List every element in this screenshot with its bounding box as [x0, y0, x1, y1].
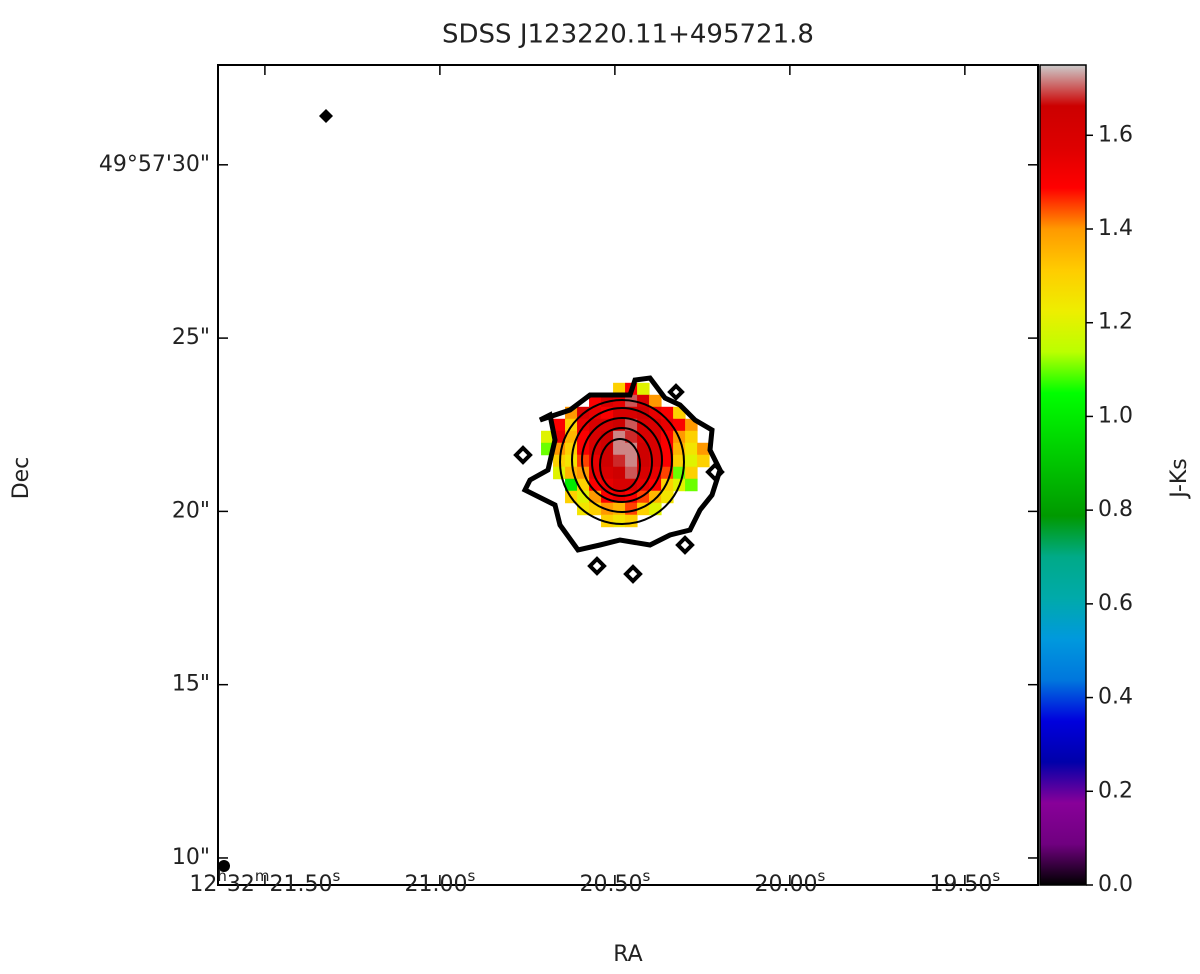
pixel: [661, 454, 674, 468]
colorbar-tick-label: 0.6: [1098, 591, 1133, 616]
pixel: [613, 466, 626, 480]
colorbar-tick-label: 0.0: [1098, 872, 1133, 897]
pixel: [637, 382, 650, 396]
pixel: [625, 514, 638, 528]
colorbar: [1039, 64, 1087, 886]
pixel: [613, 514, 626, 528]
contour: [559, 399, 685, 525]
y-tick-label: 20": [172, 498, 210, 523]
pixel: [601, 442, 614, 456]
contour: [705, 462, 725, 482]
pixel: [685, 454, 698, 468]
contour: [521, 375, 723, 553]
x-tick-label: 12h32m21.50s: [189, 867, 340, 898]
colorbar-tick-label: 1.6: [1098, 122, 1133, 147]
y-tick-label: 15": [172, 672, 210, 697]
x-tick-label: 19.50s: [929, 867, 1000, 898]
colorbar-tick-label: 1.2: [1098, 310, 1133, 335]
y-tick-label: 10": [172, 845, 210, 870]
y-tick-label: 25": [172, 325, 210, 350]
pixel: [697, 454, 710, 468]
pixel: [649, 406, 662, 420]
pixel: [661, 490, 674, 504]
pixel: [613, 430, 626, 444]
pixel: [649, 418, 662, 432]
pixel: [565, 478, 578, 492]
contour: [623, 564, 643, 584]
pixel: [685, 466, 698, 480]
contour: [667, 383, 685, 401]
contour: [587, 556, 607, 576]
pixel: [577, 490, 590, 504]
contours: [513, 375, 725, 584]
pixel: [577, 454, 590, 468]
pixel: [613, 454, 626, 468]
pixel: [649, 442, 662, 456]
colorbar-tick-label: 0.8: [1098, 497, 1133, 522]
contour: [599, 438, 641, 492]
y-tick-label: 49°57'30": [99, 152, 210, 177]
pixel: [613, 502, 626, 516]
y-axis-label: Dec: [9, 457, 34, 500]
pixel: [685, 430, 698, 444]
pixel: [625, 502, 638, 516]
colorbar-tick-label: 1.0: [1098, 403, 1133, 428]
pixel: [613, 406, 626, 420]
contour: [591, 427, 653, 497]
x-tick-label: 20.00s: [754, 867, 825, 898]
pixel: [565, 430, 578, 444]
marker: [319, 109, 333, 123]
x-axis-label: RA: [613, 942, 642, 967]
pixel: [577, 418, 590, 432]
pixel: [673, 454, 686, 468]
pixel: [601, 454, 614, 468]
pixel: [613, 478, 626, 492]
pixel: [661, 406, 674, 420]
pixel: [553, 418, 566, 432]
pixel: [601, 466, 614, 480]
pixel: [553, 466, 566, 480]
colorbar-tick-label: 0.4: [1098, 685, 1133, 710]
pixel: [637, 442, 650, 456]
colorbar-tick-label: 1.4: [1098, 216, 1133, 241]
plot-frame: [217, 64, 1039, 886]
pixel: [685, 442, 698, 456]
pixel: [613, 382, 626, 396]
pixel: [685, 478, 698, 492]
pixel: [649, 490, 662, 504]
contour: [571, 407, 673, 513]
marker: [218, 860, 230, 872]
pixel: [625, 466, 638, 480]
pixel: [541, 430, 554, 444]
colorbar-label: J-Ks: [1167, 458, 1192, 500]
pixel: [649, 394, 662, 408]
contour: [513, 445, 533, 465]
pixel: [601, 514, 614, 528]
x-tick-label: 20.50s: [579, 867, 650, 898]
pixel: [589, 418, 602, 432]
pixel: [589, 406, 602, 420]
x-tick-label: 21.00s: [404, 867, 475, 898]
pixel: [613, 442, 626, 456]
pixel: [625, 454, 638, 468]
colorbar-tick-label: 0.2: [1098, 778, 1133, 803]
pixel: [613, 490, 626, 504]
contour: [581, 417, 663, 503]
pixel: [697, 442, 710, 456]
contour: [675, 535, 695, 555]
chart-title: SDSS J123220.11+495721.8: [442, 20, 814, 50]
pixel: [565, 442, 578, 456]
pixel: [673, 418, 686, 432]
